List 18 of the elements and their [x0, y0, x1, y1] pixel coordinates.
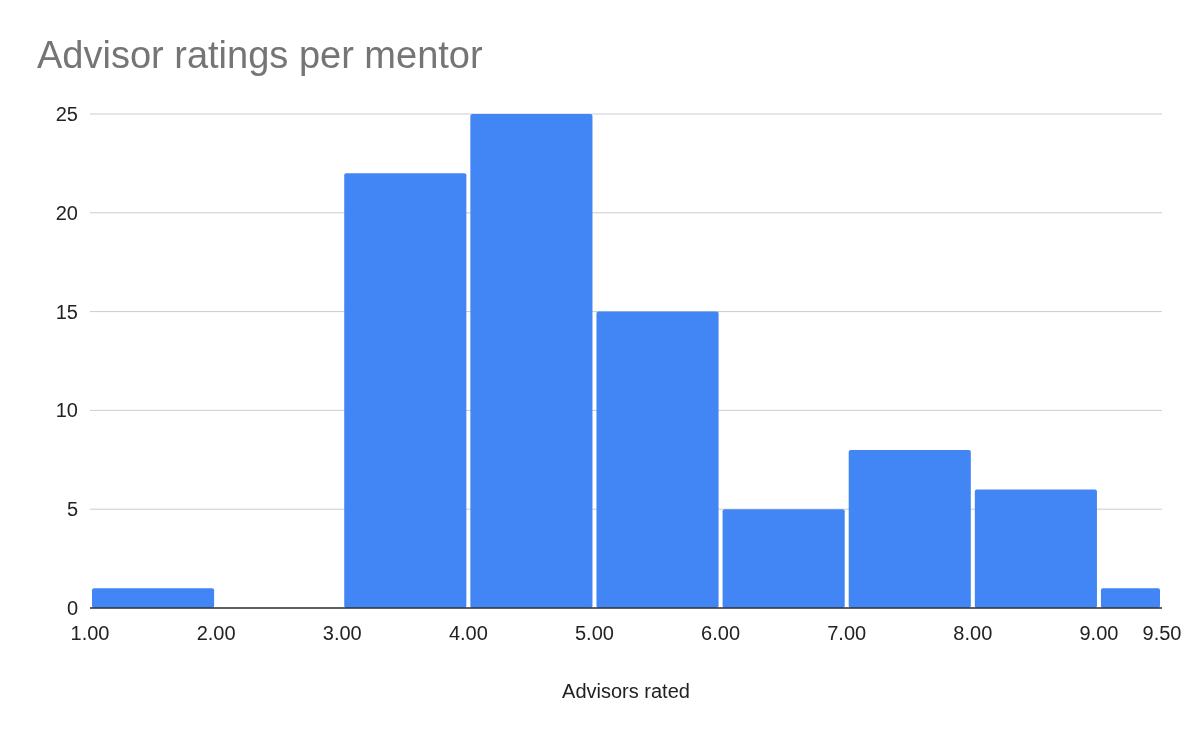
- x-tick-label: 9.00: [1079, 622, 1119, 644]
- y-tick-label: 0: [66, 597, 78, 619]
- x-tick-label: 3.00: [322, 622, 362, 644]
- y-tick-label: 15: [55, 300, 78, 323]
- x-tick-label: 8.00: [953, 622, 993, 644]
- x-axis-title: Advisors rated: [562, 680, 690, 702]
- x-tick-label: 2.00: [196, 622, 236, 644]
- x-tick-label: 6.00: [701, 622, 741, 644]
- chart-title: Advisor ratings per mentor: [37, 34, 483, 76]
- y-tick-label: 10: [55, 399, 78, 422]
- x-tick-label: 1.00: [70, 622, 110, 644]
- y-tick-label: 25: [55, 103, 78, 125]
- x-tick-label: 9.50: [1142, 622, 1182, 644]
- x-tick-label: 7.00: [827, 622, 867, 644]
- y-tick-label: 5: [66, 498, 78, 521]
- x-tick-label: 5.00: [575, 622, 614, 644]
- x-tick-label: 4.00: [448, 622, 488, 644]
- y-tick-label: 20: [55, 201, 78, 224]
